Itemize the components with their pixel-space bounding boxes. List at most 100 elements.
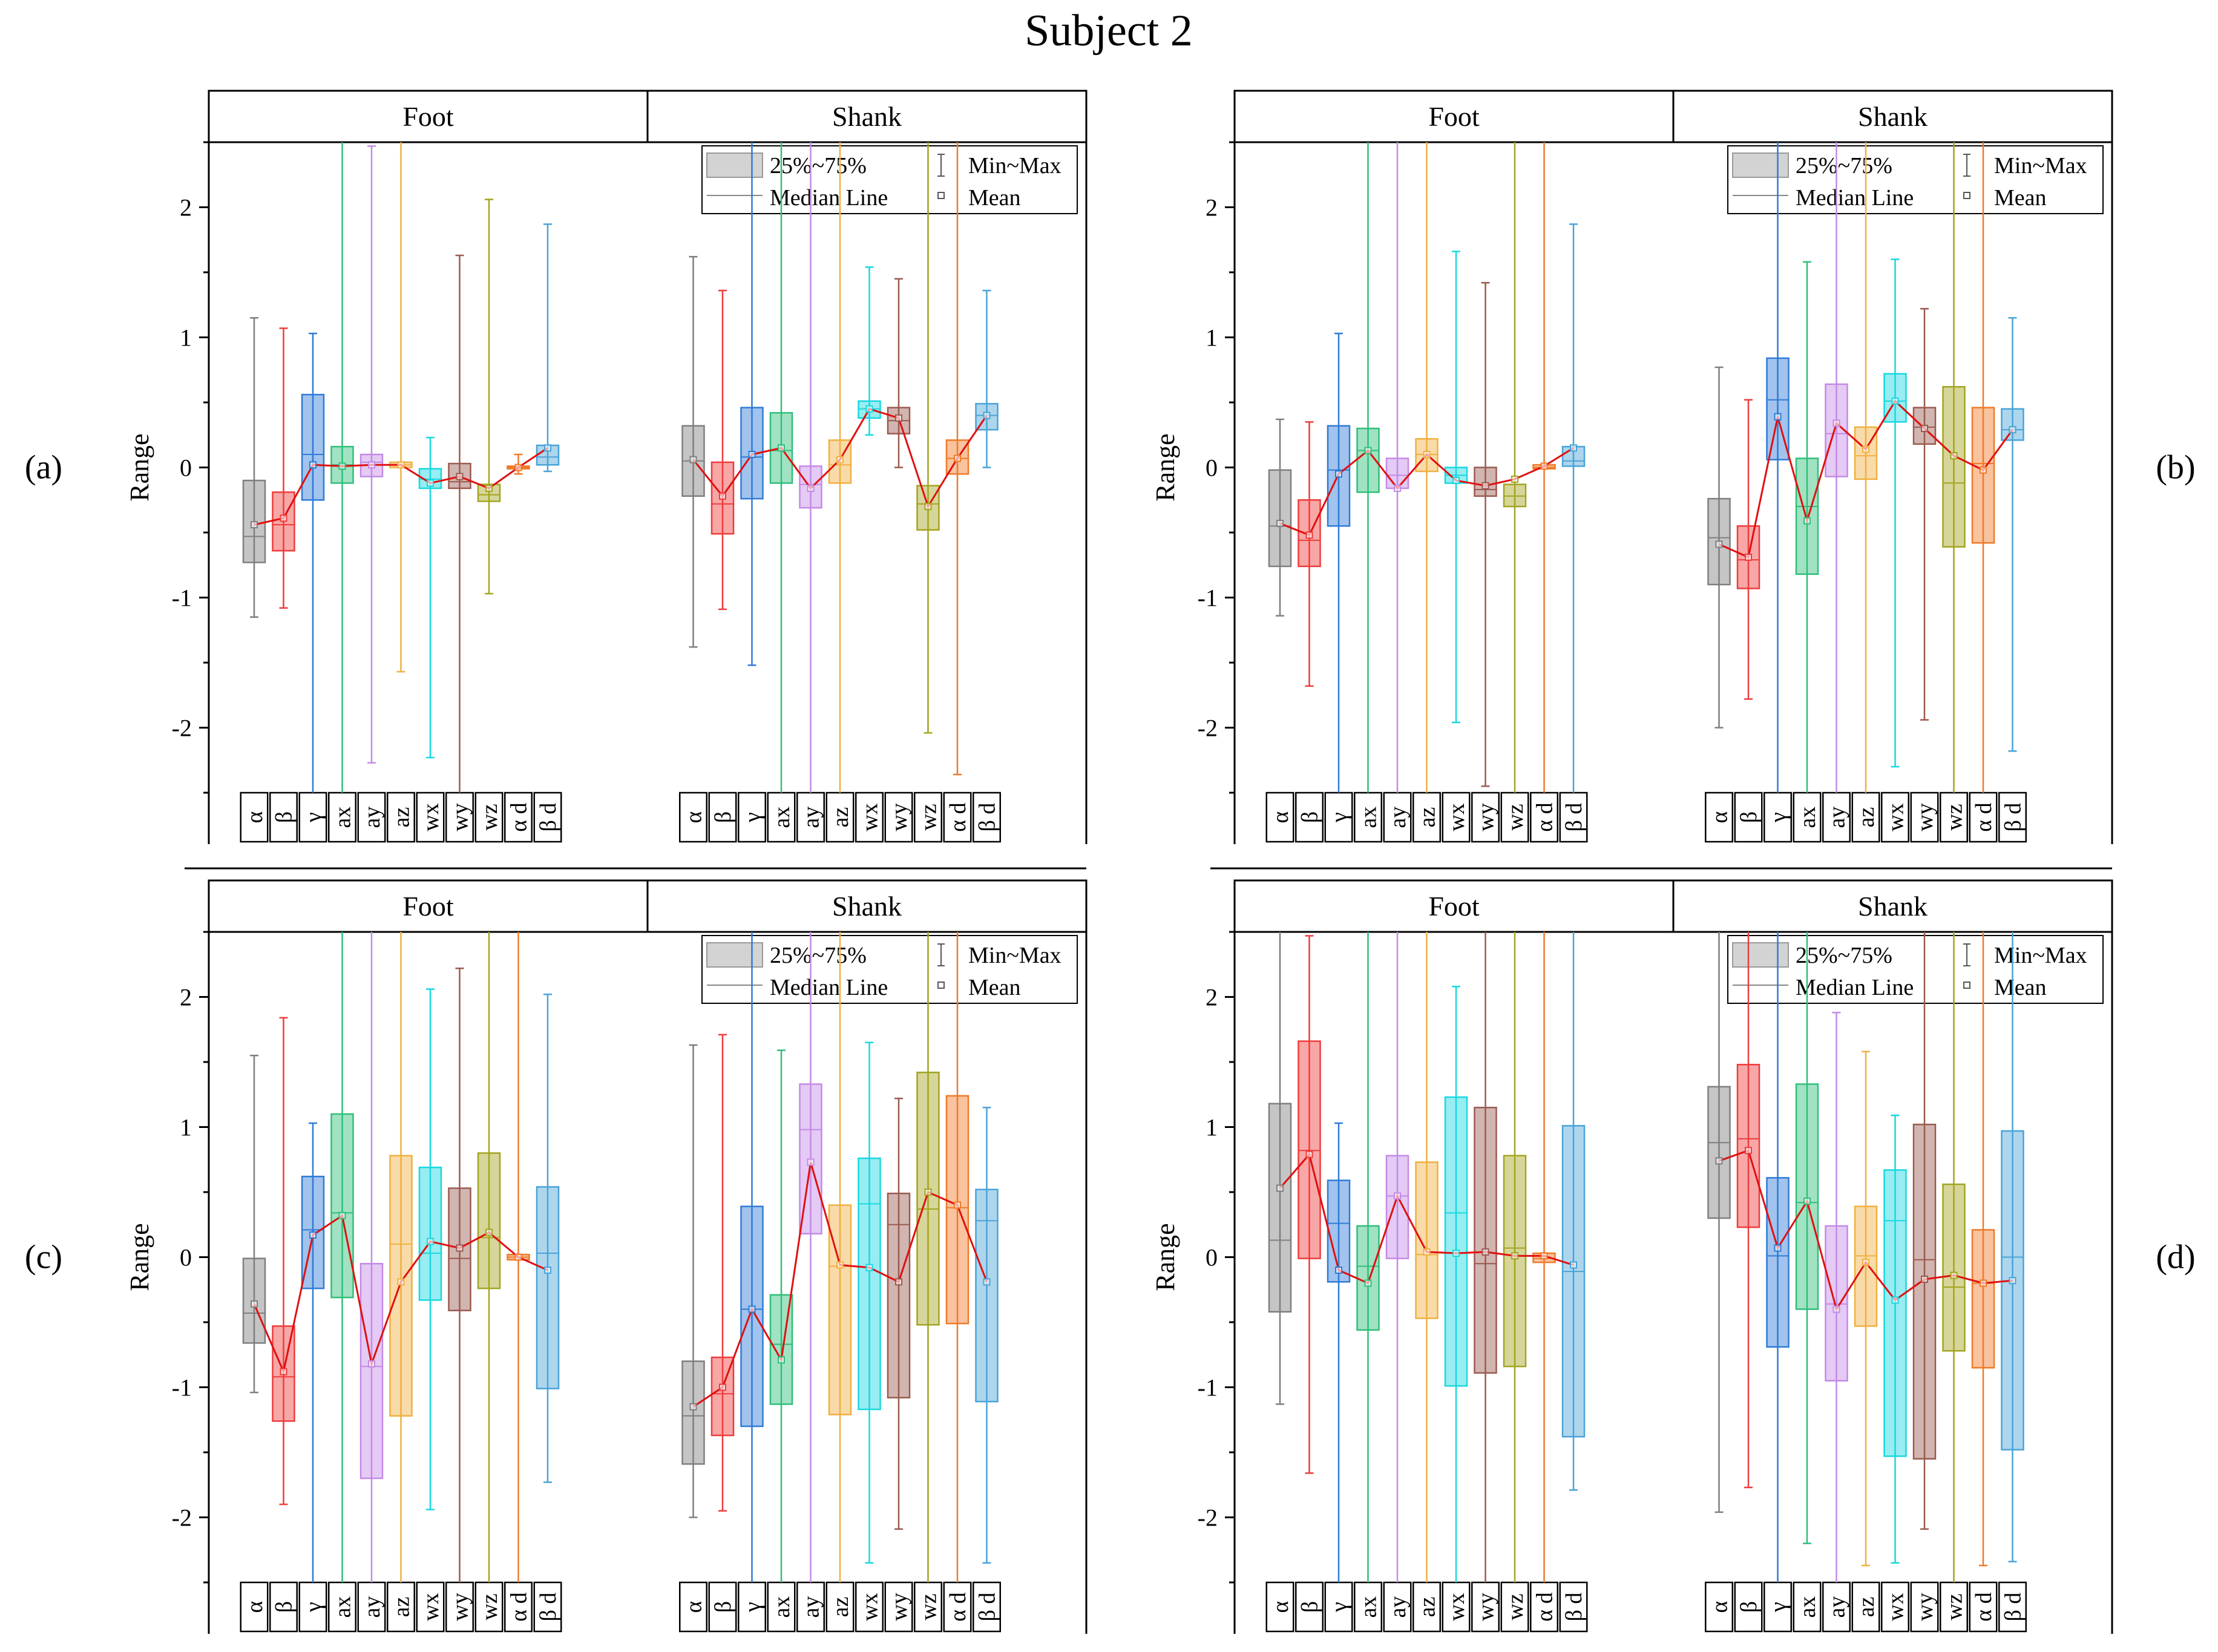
category-label: ay	[359, 807, 385, 828]
category-label: wz	[1503, 1593, 1528, 1620]
legend-frame	[701, 145, 1078, 214]
mean-marker	[836, 1261, 844, 1269]
mean-marker	[1715, 1157, 1723, 1165]
box	[1707, 1086, 1731, 1219]
mean-marker	[836, 456, 844, 464]
legend-whisker-label: Min~Max	[968, 943, 1061, 968]
box	[1795, 1083, 1819, 1310]
category-label: γ	[301, 812, 326, 823]
box	[2001, 408, 2024, 441]
mean-marker	[895, 1278, 902, 1286]
box	[1912, 1123, 1937, 1460]
charts-container: Foot Shank (a) Range -2 -1 0 1 2 25%~75% Median Li…	[25, 90, 2196, 1634]
y-tick-label: -2	[1198, 715, 1218, 742]
category-label: α	[242, 1601, 267, 1613]
category-label: α d	[1532, 802, 1558, 831]
mean-marker	[719, 492, 726, 500]
category-label: β d	[536, 803, 561, 832]
legend-frame	[1727, 145, 2104, 214]
category-cell	[533, 1581, 562, 1633]
legend: 25%~75% Median Line Min~Max Mean	[1727, 145, 2104, 214]
mean-marker	[1364, 1279, 1372, 1287]
category-label: wz	[1942, 804, 1967, 830]
box	[1971, 407, 1995, 544]
category-label: wy	[1474, 1593, 1499, 1621]
mean-marker	[2009, 426, 2016, 434]
category-label: wx	[858, 1593, 883, 1621]
group-header-shank: Shank	[832, 891, 902, 922]
legend-box-swatch	[706, 942, 763, 968]
category-label: β	[1736, 1601, 1762, 1613]
category-label: α	[1268, 811, 1293, 823]
y-tick-label: -1	[1198, 1374, 1218, 1401]
mean-marker	[1774, 1244, 1782, 1252]
category-label: ax	[330, 807, 356, 828]
box	[1474, 1107, 1497, 1374]
category-label: α	[1707, 1601, 1733, 1613]
category-cell	[1471, 792, 1500, 843]
category-cell	[708, 1581, 737, 1633]
legend-mean-swatch	[1963, 192, 1970, 199]
category-cell	[504, 792, 533, 843]
mean-marker	[778, 1356, 785, 1364]
mean-marker	[1364, 447, 1372, 454]
category-cell	[240, 1581, 269, 1633]
mean-marker	[1950, 1271, 1958, 1279]
y-tick-label: -1	[172, 1374, 192, 1401]
category-label: ax	[330, 1596, 356, 1618]
mean-marker	[924, 503, 932, 510]
category-label: wy	[887, 803, 912, 831]
category-label: ay	[799, 1596, 824, 1618]
mean-marker	[456, 1244, 464, 1252]
group-header-shank: Shank	[1858, 101, 1928, 132]
mean-marker	[748, 451, 756, 458]
category-label: wx	[1444, 803, 1469, 831]
mean-marker	[778, 444, 785, 452]
category-label: ay	[1825, 1596, 1850, 1618]
box	[242, 479, 266, 563]
figure-title: Subject 2	[1025, 6, 1192, 56]
box	[1825, 1225, 1848, 1382]
y-tick-label: 0	[1206, 1244, 1218, 1271]
category-label: wx	[418, 803, 444, 831]
box	[1474, 467, 1497, 497]
y-tick-label: -2	[172, 715, 192, 742]
category-label: wz	[916, 1593, 942, 1620]
category-label: β d	[2001, 803, 2026, 832]
y-tick-label: -2	[1198, 1504, 1218, 1532]
category-label: α d	[507, 802, 532, 831]
category-label: γ	[301, 1602, 326, 1613]
box	[1444, 1096, 1468, 1387]
mean-marker	[748, 1305, 756, 1313]
panel-c: Foot Shank (c) Range -2 -1 0 1 2 25%~75% Median Li…	[25, 879, 1088, 1634]
y-tick-label: 2	[1206, 194, 1218, 221]
mean-marker	[1452, 477, 1460, 484]
category-label: wx	[418, 1593, 444, 1621]
legend-mean-label: Mean	[1994, 185, 2047, 211]
mean-marker	[338, 1211, 346, 1219]
category-cell	[738, 792, 766, 843]
category-cell	[855, 1581, 884, 1633]
box	[1268, 1103, 1292, 1313]
y-axis-label: Range	[125, 433, 154, 501]
category-cell	[387, 792, 415, 843]
category-label: β	[710, 1601, 736, 1613]
mean-marker	[1832, 1305, 1840, 1313]
mean-marker	[280, 1368, 287, 1375]
y-tick-label: 2	[180, 194, 192, 221]
category-cell	[1910, 1581, 1939, 1633]
box	[536, 1186, 560, 1389]
legend: 25%~75% Median Line Min~Max Mean	[1727, 935, 2104, 1004]
box	[916, 1071, 940, 1326]
mean-marker	[1394, 1192, 1401, 1200]
mean-marker	[719, 1383, 726, 1391]
group-header-shank: Shank	[1858, 891, 1928, 922]
box	[418, 1166, 442, 1301]
box	[301, 393, 325, 501]
category-cell	[884, 1581, 913, 1633]
category-label: ax	[1795, 807, 1820, 828]
box	[359, 1263, 384, 1480]
